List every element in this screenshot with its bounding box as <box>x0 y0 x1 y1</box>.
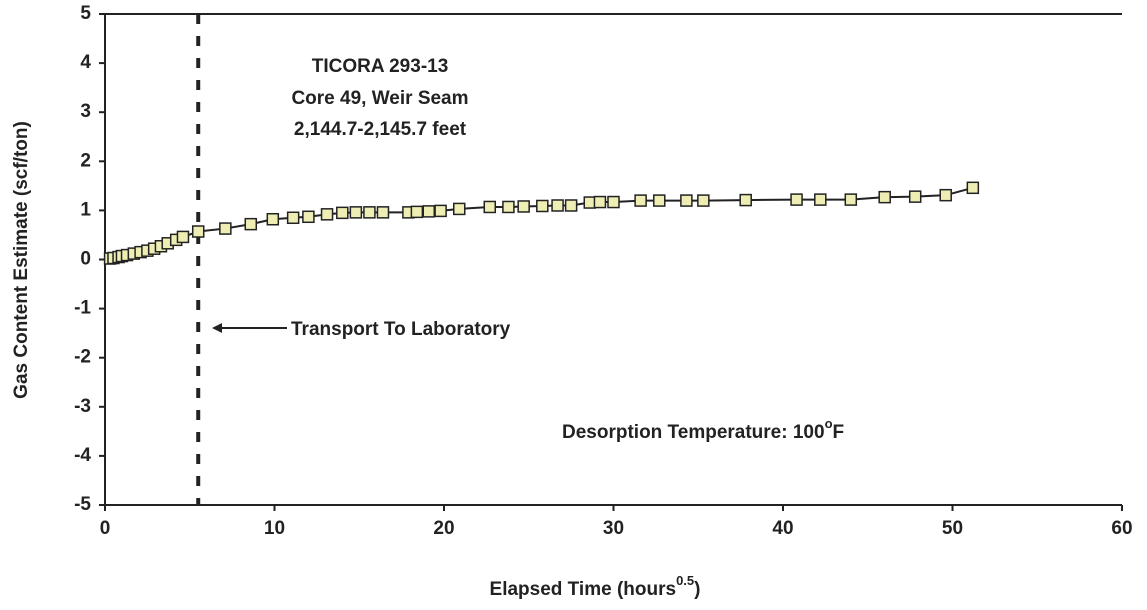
data-point <box>939 188 952 202</box>
x-tick-label: 0 <box>100 518 111 539</box>
data-point <box>593 195 607 209</box>
data-point <box>453 202 466 216</box>
data-point <box>517 200 530 213</box>
x-label-part: ) <box>694 579 700 600</box>
data-point <box>680 194 693 207</box>
annotation-part: Desorption Temperature: 100 <box>562 422 825 443</box>
data-point <box>349 206 363 219</box>
data-point <box>814 193 827 206</box>
annotation: Desorption Temperature: 100oF <box>562 416 844 443</box>
data-point <box>966 181 980 195</box>
data-point <box>286 211 300 225</box>
y-tick-label: -4 <box>74 445 91 466</box>
annotation: TICORA 293-13 <box>312 56 449 77</box>
data-point <box>302 210 315 224</box>
annotation: Transport To Laboratory <box>291 319 511 340</box>
annotation: Core 49, Weir Seam <box>291 88 468 109</box>
data-point <box>564 199 578 212</box>
x-tick-label: 30 <box>603 518 624 539</box>
x-axis-label: Elapsed Time (hours0.5) <box>490 573 701 600</box>
data-point <box>363 206 376 219</box>
data-point <box>878 190 891 204</box>
data-point <box>410 205 424 219</box>
x-tick-label: 50 <box>942 518 963 539</box>
x-tick-label: 20 <box>433 518 454 539</box>
data-point <box>244 217 258 231</box>
data-point <box>219 222 232 235</box>
y-tick-label: 4 <box>80 52 91 73</box>
series-line <box>109 186 974 260</box>
data-point <box>191 225 205 238</box>
data-point <box>336 206 349 220</box>
x-tick-label: 60 <box>1111 518 1132 539</box>
annotation-part: F <box>833 422 845 443</box>
data-point <box>376 206 390 219</box>
data-point <box>790 193 803 206</box>
arrow-head <box>212 323 222 333</box>
annotation-sup: o <box>825 416 833 431</box>
data-point <box>653 194 666 207</box>
y-tick-label: -2 <box>74 347 91 368</box>
data-point <box>536 199 549 213</box>
data-point <box>551 199 564 212</box>
data-point <box>266 212 280 226</box>
x-label-sup: 0.5 <box>676 573 694 588</box>
data-point <box>583 196 597 209</box>
data-point <box>908 190 922 203</box>
y-tick-label: 1 <box>80 199 91 220</box>
x-tick-label: 10 <box>264 518 285 539</box>
data-point <box>320 208 334 221</box>
data-point <box>739 193 752 207</box>
x-tick-label: 40 <box>772 518 793 539</box>
data-point <box>634 194 647 207</box>
annotation: 2,144.7-2,145.7 feet <box>294 119 467 140</box>
data-point <box>483 200 497 214</box>
data-point <box>434 204 447 218</box>
data-point <box>502 200 515 214</box>
data-point <box>844 193 858 206</box>
y-tick-label: -1 <box>74 298 91 319</box>
y-tick-label: 2 <box>80 150 91 171</box>
data-point <box>176 230 190 244</box>
data-point <box>422 205 435 218</box>
y-tick-label: 0 <box>80 249 91 270</box>
x-label-part: Elapsed Time (hours <box>490 579 677 600</box>
y-tick-label: -5 <box>74 494 91 515</box>
y-tick-label: -3 <box>74 396 91 417</box>
y-tick-label: 5 <box>80 3 91 24</box>
data-point <box>697 194 710 207</box>
data-point <box>607 195 620 209</box>
y-tick-label: 3 <box>80 101 91 122</box>
y-axis-label: Gas Content Estimate (scf/ton) <box>11 121 32 399</box>
